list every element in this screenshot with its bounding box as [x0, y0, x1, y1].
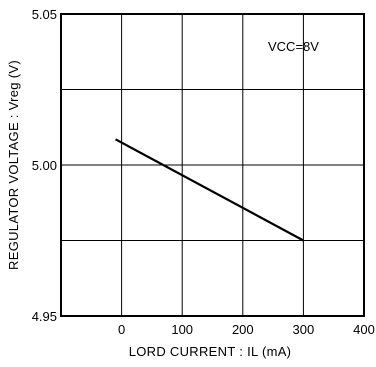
- x-tick-label-2: 200: [232, 322, 254, 337]
- x-tick-label-3: 300: [293, 322, 315, 337]
- grid-lines: [61, 14, 364, 316]
- x-tick-label-4: 400: [353, 322, 375, 337]
- y-axis-title: REGULATOR VOLTAGE : Vreg (V): [6, 60, 21, 270]
- y-tick-label-1: 5.00: [32, 158, 57, 173]
- x-tick-label-1: 100: [171, 322, 193, 337]
- plot-frame: [60, 13, 365, 317]
- series-line-0: [115, 138, 304, 242]
- vcc-annotation: VCC=8V: [268, 39, 319, 54]
- x-axis-title: LORD CURRENT : IL (mA): [129, 344, 292, 359]
- x-tick-label-0: 0: [118, 322, 125, 337]
- y-tick-label-0: 4.95: [32, 309, 57, 324]
- data-series: [115, 138, 304, 242]
- x-tick-labels: 0 100 200 300 400: [118, 322, 375, 337]
- y-tick-label-2: 5.05: [32, 7, 57, 22]
- y-tick-labels: 4.95 5.00 5.05: [32, 7, 57, 324]
